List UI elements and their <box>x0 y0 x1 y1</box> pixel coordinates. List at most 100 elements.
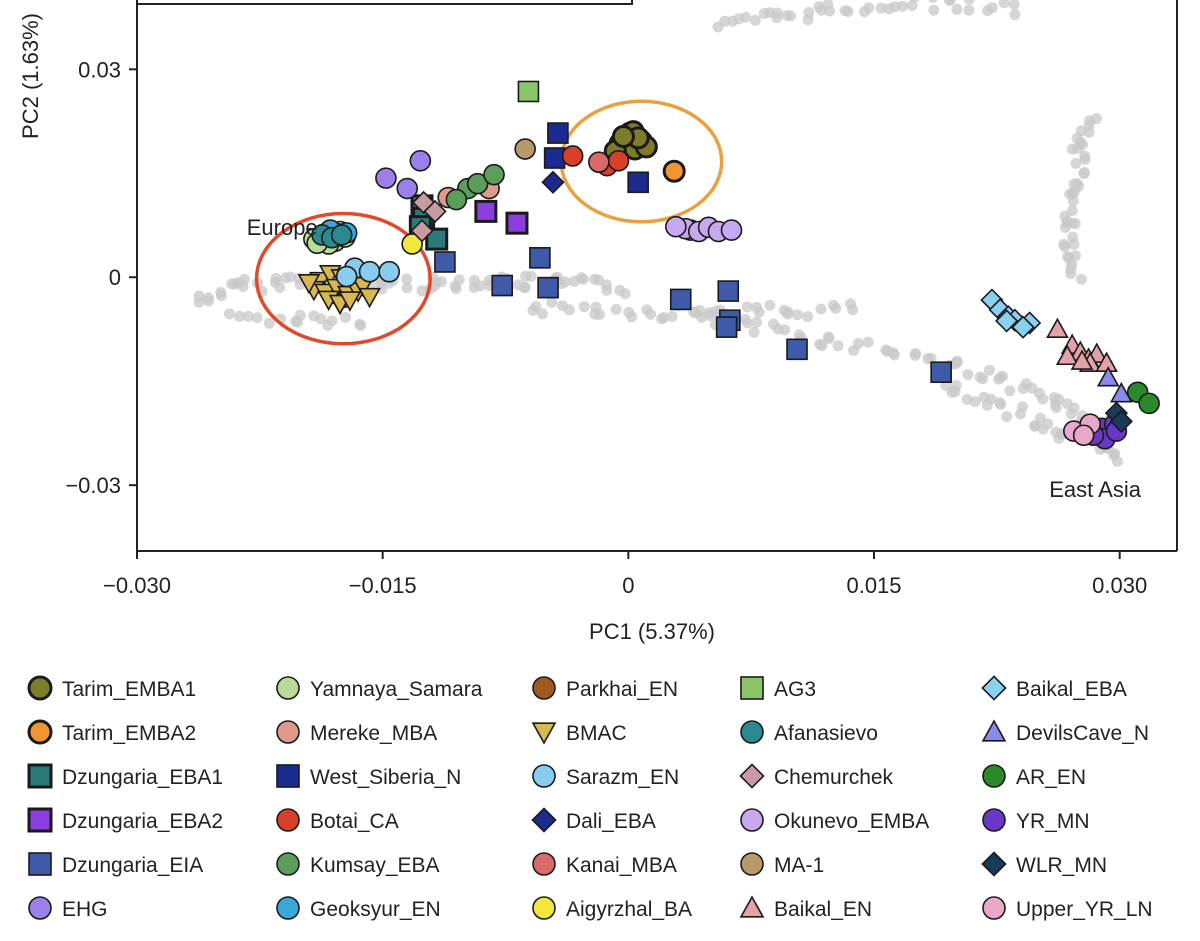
legend-item: Dzungaria_EBA1 <box>27 763 223 789</box>
background-sample-point <box>1042 418 1054 430</box>
series-Dzungaria_EIA <box>434 247 952 383</box>
background-sample-point <box>474 280 486 292</box>
background-sample-point <box>993 373 1005 385</box>
background-sample-point <box>944 0 956 5</box>
background-sample-point <box>822 331 834 343</box>
background-sample-point <box>1078 168 1090 179</box>
background-sample-point <box>816 340 828 352</box>
legend-label: West_Siberia_N <box>310 766 461 789</box>
background-sample-point <box>203 295 214 307</box>
point-Okunevo_EMBA <box>665 215 687 238</box>
point-DevilsCave_N <box>1109 382 1133 403</box>
point-Baikal_EN <box>1046 317 1069 339</box>
background-sample-point <box>1069 218 1081 230</box>
point-Dali_EBA <box>541 170 565 194</box>
point-Dzungaria_EIA <box>529 247 551 269</box>
background-sample-point <box>742 317 753 329</box>
background-sample-point <box>1083 126 1095 138</box>
background-sample-point <box>792 309 803 321</box>
point-BMAC <box>297 273 321 295</box>
legend-marker-Baikal_EBA <box>981 675 1007 701</box>
point-Dzungaria_EIA <box>434 251 456 273</box>
legend-item: AR_EN <box>982 764 1086 789</box>
point-Baikal_EN <box>1070 349 1094 370</box>
point-Upper_YR_LN <box>1072 424 1095 447</box>
legend-item: Parkhai_EN <box>532 676 678 701</box>
x-tick-label: 0.030 <box>1092 573 1147 598</box>
point-AG3 <box>517 80 540 103</box>
legend-label: Dzungaria_EIA <box>62 854 203 877</box>
background-sample-point <box>519 281 531 293</box>
legend-item: Aigyrzhal_BA <box>532 896 692 921</box>
background-sample-point <box>1004 385 1016 397</box>
legend-marker-Kanai_MBA <box>532 852 556 876</box>
legend-label: Chemurchek <box>774 766 894 789</box>
background-sample-point <box>294 309 306 321</box>
point-Dzungaria_EIA <box>717 280 740 302</box>
legend-marker-Dzungaria_EBA2 <box>27 807 53 833</box>
point-Botai_CA <box>607 149 630 172</box>
point-Sarazm_EN <box>335 265 358 288</box>
background-sample-point <box>666 311 678 322</box>
legend-label: EHG <box>62 898 108 921</box>
legend-label: Kumsay_EBA <box>310 854 440 877</box>
point-Dzungaria_EBA2 <box>505 211 529 235</box>
legend-marker-Tarim_EMBA1 <box>27 675 53 701</box>
background-sample-point <box>977 373 989 385</box>
background-sample-point <box>656 313 668 325</box>
background-sample-point <box>355 319 367 331</box>
legend-label: YR_MN <box>1016 810 1090 833</box>
legend-item: WLR_MN <box>981 851 1107 877</box>
legend-label: Kanai_MBA <box>566 854 677 877</box>
background-sample-point <box>883 3 895 15</box>
background-sample-point <box>274 282 286 293</box>
background-sample-point <box>910 348 922 359</box>
background-sample-point <box>1070 250 1081 262</box>
series-Chemurchek <box>410 190 447 243</box>
legend-marker-Baikal_EN <box>739 895 765 918</box>
background-sample-point <box>863 2 875 14</box>
background-sample-point <box>1053 393 1065 405</box>
point-Sarazm_EN <box>358 260 381 283</box>
point-Baikal_EBA <box>1011 315 1035 339</box>
background-sample-point <box>822 0 834 10</box>
background-sample-point <box>1067 231 1079 243</box>
background-sample-point <box>563 304 575 316</box>
legend-item: Dzungaria_EIA <box>28 852 203 877</box>
legend-item: Afanasievo <box>740 720 878 745</box>
background-sample-point <box>1079 150 1091 162</box>
background-sample-point <box>771 12 783 24</box>
legend-item: AG3 <box>740 676 816 701</box>
point-Baikal_EN <box>1055 344 1079 366</box>
legend-marker-Okunevo_EMBA <box>740 808 764 832</box>
legend-marker-Sarazm_EN <box>532 764 556 788</box>
legend-marker-MA-1 <box>740 852 764 876</box>
background-sample-point <box>832 340 844 352</box>
background-sample-point <box>436 276 448 288</box>
background-sample-point <box>1090 113 1102 125</box>
background-sample-point <box>815 303 827 315</box>
background-sample-point <box>928 0 938 3</box>
y-tick-label: 0 <box>109 265 121 290</box>
legend-marker-Aigyrzhal_BA <box>532 896 556 920</box>
legend-item: Okunevo_EMBA <box>740 808 929 833</box>
legend-marker-AG3 <box>740 676 764 700</box>
legend-label: Okunevo_EMBA <box>774 810 929 833</box>
legend-item: Dali_EBA <box>531 807 656 833</box>
series-Dali_EBA <box>541 170 565 194</box>
background-sample-point <box>1077 139 1088 151</box>
series-Aigyrzhal_BA <box>401 233 423 255</box>
legend-label: Dali_EBA <box>566 810 656 833</box>
background-sample-point <box>626 311 638 323</box>
legend-marker-Afanasievo <box>740 720 764 744</box>
point-Baikal_EBA <box>995 309 1019 333</box>
background-sample-point <box>785 10 796 22</box>
legend-item: Botai_CA <box>276 808 399 833</box>
background-sample-point <box>1050 402 1062 414</box>
background-sample-point <box>842 6 854 17</box>
background-sample-point <box>962 369 974 381</box>
series-AR_EN <box>1126 381 1160 415</box>
background-sample-point <box>888 349 900 361</box>
